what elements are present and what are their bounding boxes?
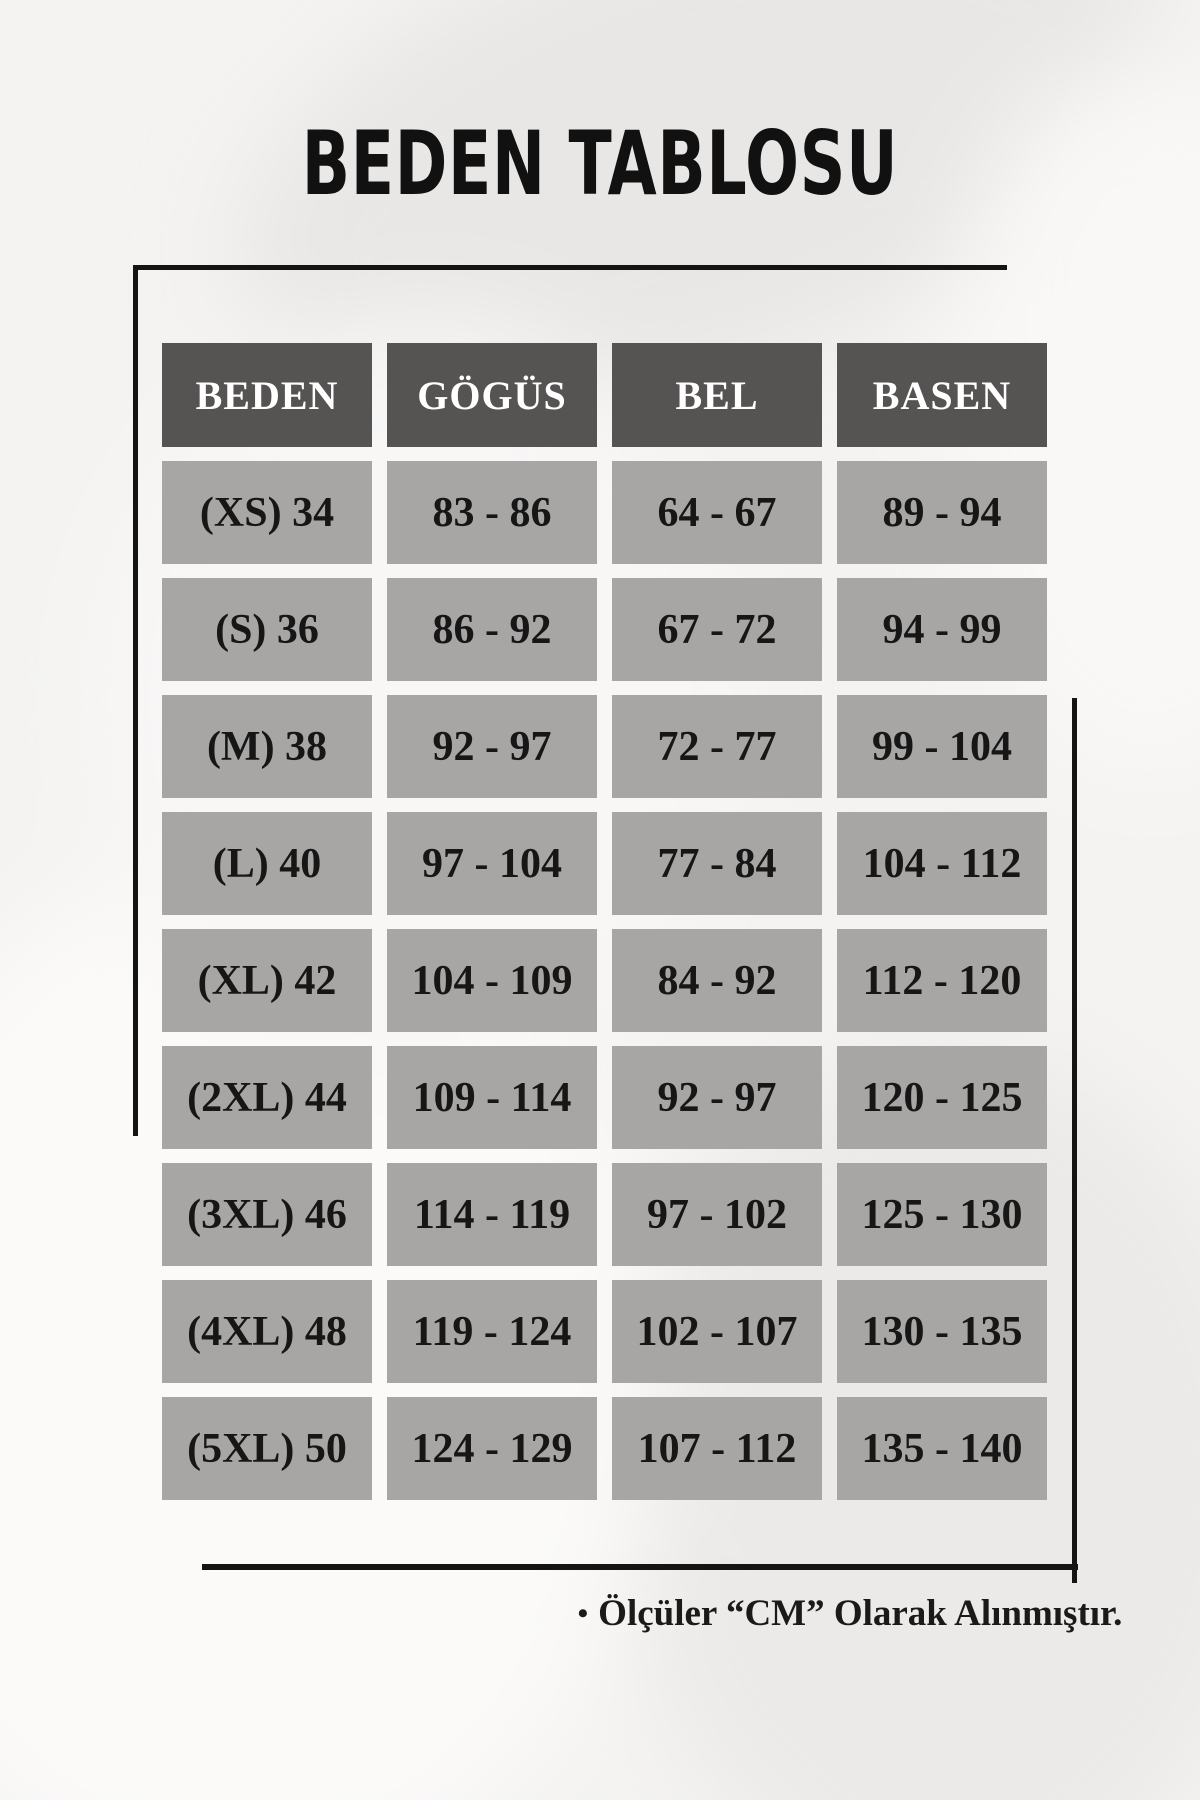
table-cell: 97 - 104 <box>387 812 597 915</box>
table-cell: 102 - 107 <box>612 1280 822 1383</box>
table-cell: 120 - 125 <box>837 1046 1047 1149</box>
table-cell: 84 - 92 <box>612 929 822 1032</box>
size-cell: (M) 38 <box>162 695 372 798</box>
table-cell: 107 - 112 <box>612 1397 822 1500</box>
size-cell: (3XL) 46 <box>162 1163 372 1266</box>
decor-line-bottom <box>202 1564 1078 1570</box>
bullet-icon: • <box>577 1597 589 1630</box>
size-cell: (5XL) 50 <box>162 1397 372 1500</box>
table-cell: 89 - 94 <box>837 461 1047 564</box>
table-cell: 130 - 135 <box>837 1280 1047 1383</box>
table-cell: 104 - 109 <box>387 929 597 1032</box>
table-cell: 92 - 97 <box>612 1046 822 1149</box>
table-cell: 119 - 124 <box>387 1280 597 1383</box>
column-header-gogus: GÖGÜS <box>387 343 597 447</box>
page-title: BEDEN TABLOSU <box>301 112 899 215</box>
table-cell: 99 - 104 <box>837 695 1047 798</box>
decor-line-right <box>1072 698 1077 1583</box>
size-cell: (XS) 34 <box>162 461 372 564</box>
column-header-bel: BEL <box>612 343 822 447</box>
table-cell: 67 - 72 <box>612 578 822 681</box>
table-cell: 114 - 119 <box>387 1163 597 1266</box>
table-cell: 109 - 114 <box>387 1046 597 1149</box>
table-cell: 83 - 86 <box>387 461 597 564</box>
size-cell: (L) 40 <box>162 812 372 915</box>
table-cell: 104 - 112 <box>837 812 1047 915</box>
table-cell: 124 - 129 <box>387 1397 597 1500</box>
table-cell: 97 - 102 <box>612 1163 822 1266</box>
table-cell: 92 - 97 <box>387 695 597 798</box>
column-header-beden: BEDEN <box>162 343 372 447</box>
column-header-basen: BASEN <box>837 343 1047 447</box>
table-cell: 86 - 92 <box>387 578 597 681</box>
table-cell: 77 - 84 <box>612 812 822 915</box>
table-cell: 125 - 130 <box>837 1163 1047 1266</box>
table-cell: 112 - 120 <box>837 929 1047 1032</box>
size-cell: (XL) 42 <box>162 929 372 1032</box>
decor-line-left <box>133 265 138 1136</box>
footer-note-text: Ölçüler “CM” Olarak Alınmıştır. <box>598 1593 1123 1634</box>
table-cell: 72 - 77 <box>612 695 822 798</box>
table-cell: 64 - 67 <box>612 461 822 564</box>
footer-note: • Ölçüler “CM” Olarak Alınmıştır. <box>560 1592 1140 1635</box>
table-cell: 135 - 140 <box>837 1397 1047 1500</box>
decor-line-top <box>133 265 1007 270</box>
size-table: BEDEN GÖGÜS BEL BASEN (XS) 34 83 - 86 64… <box>162 343 1047 1500</box>
size-cell: (4XL) 48 <box>162 1280 372 1383</box>
size-cell: (S) 36 <box>162 578 372 681</box>
table-cell: 94 - 99 <box>837 578 1047 681</box>
size-cell: (2XL) 44 <box>162 1046 372 1149</box>
